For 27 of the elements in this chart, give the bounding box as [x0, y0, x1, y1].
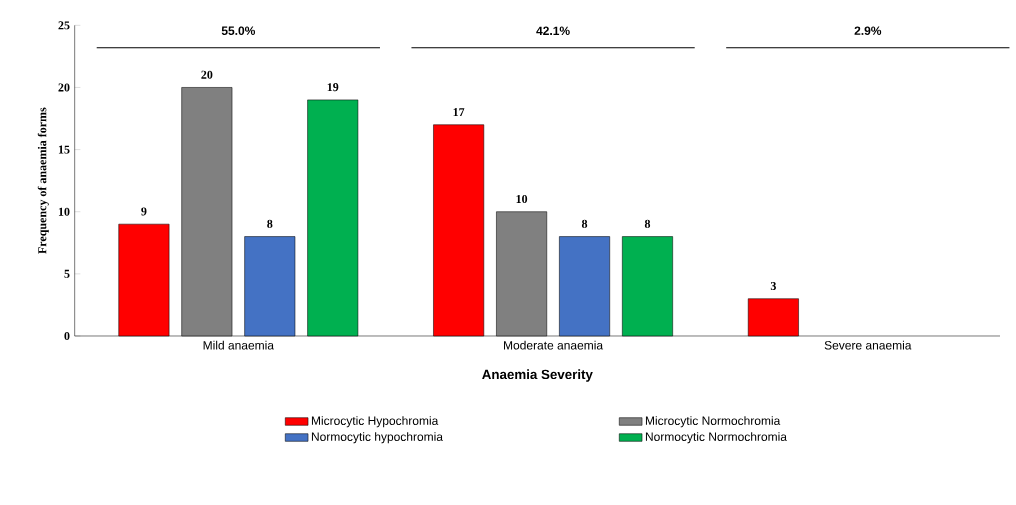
data-label: 20 — [201, 70, 213, 79]
data-label: 8 — [581, 219, 588, 228]
legend-label: Microcytic Hypochromia — [311, 416, 439, 428]
y-axis-title: Frequency of anaemia forms — [37, 107, 49, 254]
data-label: 19 — [327, 83, 339, 92]
y-tick-label: 0 — [64, 331, 70, 341]
annotation: 55.0% — [221, 26, 256, 35]
data-label: 8 — [644, 219, 651, 228]
legend-label: Microcytic Normochromia — [645, 416, 781, 428]
y-tick-label: 25 — [58, 21, 70, 30]
data-label: 8 — [267, 219, 273, 228]
data-label: 17 — [453, 108, 465, 117]
data-label: 10 — [516, 194, 528, 204]
y-tick-label: 10 — [58, 207, 70, 216]
x-tick-label: Severe anaemia — [824, 340, 912, 350]
legend-label: Normocytic Normochromia — [645, 432, 787, 444]
data-label: 9 — [141, 207, 147, 216]
data-label: 3 — [770, 281, 776, 291]
y-tick-label: 15 — [58, 145, 70, 154]
x-tick-label: Moderate anaemia — [504, 340, 604, 350]
annotation: 42.1% — [536, 26, 570, 35]
annotation: 2.9% — [854, 26, 882, 35]
y-tick-label: 20 — [58, 83, 70, 92]
legend-label: Normocytic hypochromia — [311, 432, 443, 444]
x-tick-label: Mild anaemia — [203, 340, 274, 350]
y-tick-label: 5 — [64, 269, 70, 278]
x-axis-title: Anaemia Severity — [482, 369, 593, 382]
